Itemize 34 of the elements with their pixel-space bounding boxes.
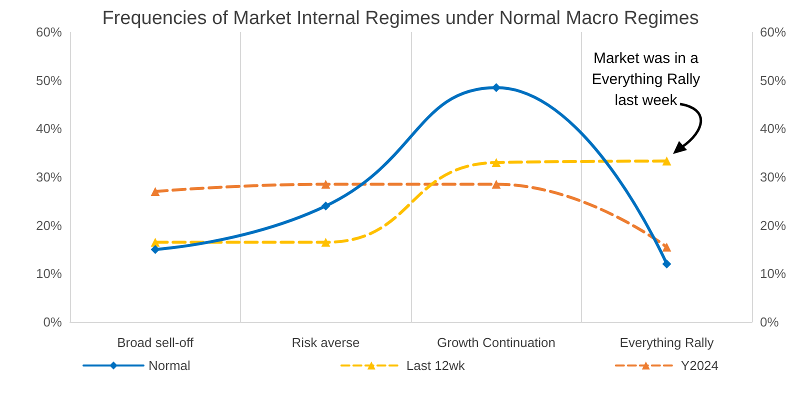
x-tick-label: Broad sell-off (117, 335, 194, 350)
y-tick-label: 0% (43, 314, 62, 330)
point (321, 238, 330, 247)
point (321, 202, 330, 210)
y-tick-label: 40% (36, 121, 62, 136)
y-tick-label: 20% (36, 218, 62, 233)
y-tick-label: 60% (36, 24, 62, 40)
y-tick-label: 30% (36, 170, 62, 184)
x-tick-label: Everything Rally (620, 335, 714, 350)
y2-tick-label: 20% (760, 218, 786, 233)
y-tick-label: 10% (36, 266, 62, 282)
x-tick-label: Risk averse (292, 335, 360, 350)
point (662, 260, 672, 268)
point (492, 158, 501, 167)
legend-label: Last 12wk (406, 358, 466, 373)
point (150, 238, 160, 247)
point (662, 242, 672, 252)
chart-title: Frequencies of Market Internal Regimes under Normal Macro Regimes (102, 8, 699, 29)
y2-tick-label: 10% (760, 266, 786, 282)
x-tick-label: Growth Continuation (436, 335, 556, 350)
legend-label: Y2024 (680, 358, 719, 373)
point (492, 180, 501, 189)
y2-tick-label: 50% (760, 72, 786, 88)
point (662, 156, 672, 166)
point (150, 187, 160, 196)
y2-tick-label: 30% (760, 170, 786, 184)
legend-label: Normal (148, 358, 190, 373)
y2-tick-label: 0% (760, 314, 780, 330)
y-tick-label: 50% (36, 72, 62, 88)
y2-tick-label: 60% (760, 24, 786, 40)
point (150, 245, 160, 254)
y2-tick-label: 40% (760, 121, 786, 136)
annotation: Market was in a Everything Rally last week (590, 49, 702, 111)
point (321, 180, 330, 189)
